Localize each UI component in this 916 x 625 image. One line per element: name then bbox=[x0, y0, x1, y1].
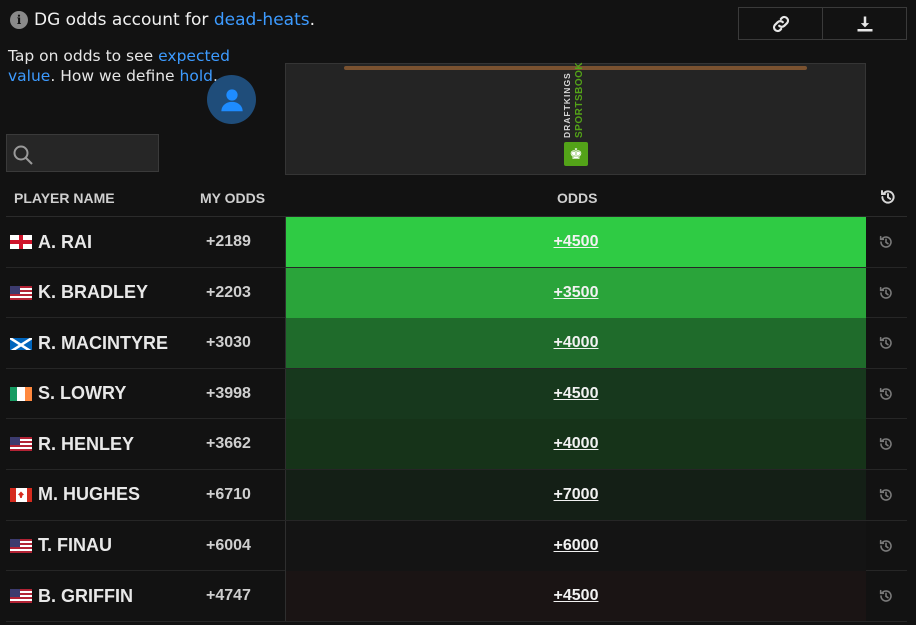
table-row: M. HUGHES +6710 +7000 bbox=[6, 469, 907, 521]
sportsbook-header: DRAFTKINGS SPORTSBOOK ♚ bbox=[285, 62, 866, 175]
odds-cell[interactable]: +4500 bbox=[285, 368, 866, 419]
odds-cell[interactable]: +4500 bbox=[285, 217, 866, 267]
search-icon bbox=[13, 145, 33, 165]
odds-table: A. RAI +2189 +4500 K. BRADLEY +2203 +3500 R. M… bbox=[6, 217, 907, 622]
england-flag-icon bbox=[10, 235, 32, 249]
table-row: B. GRIFFIN +4747 +4500 bbox=[6, 571, 907, 622]
sportsbook-logo-text: DRAFTKINGS SPORTSBOOK bbox=[549, 62, 589, 146]
tap-suffix: . bbox=[212, 67, 218, 85]
my-odds-cell: +4747 bbox=[206, 587, 251, 605]
player-name-cell[interactable]: B. GRIFFIN bbox=[10, 571, 133, 621]
my-odds-cell: +6004 bbox=[206, 536, 251, 554]
dead-heats-link[interactable]: dead-heats bbox=[213, 10, 310, 30]
player-name: K. BRADLEY bbox=[38, 282, 149, 303]
odds-cell[interactable]: +4000 bbox=[285, 419, 866, 470]
odds-link[interactable]: +4500 bbox=[553, 587, 599, 605]
usa-flag-icon bbox=[10, 538, 32, 553]
player-name-cell[interactable]: R. MACINTYRE bbox=[10, 318, 168, 368]
sportsbook-name-top: DRAFTKINGS bbox=[562, 72, 572, 138]
odds-link[interactable]: +3500 bbox=[553, 283, 599, 301]
search-input[interactable] bbox=[41, 141, 153, 165]
player-name: S. LOWRY bbox=[38, 383, 127, 404]
odds-cell[interactable]: +6000 bbox=[285, 520, 866, 571]
search-box[interactable] bbox=[6, 134, 159, 172]
row-history-icon[interactable] bbox=[878, 285, 894, 305]
player-name-cell[interactable]: A. RAI bbox=[10, 217, 92, 267]
table-row: R. HENLEY +3662 +4000 bbox=[6, 419, 907, 470]
tap-mid: . How we define bbox=[50, 67, 180, 85]
my-odds-cell: +2203 bbox=[206, 283, 251, 301]
odds-cell[interactable]: +4500 bbox=[285, 571, 866, 622]
usa-flag-icon bbox=[10, 589, 32, 604]
my-odds-cell: +3662 bbox=[206, 435, 251, 453]
draftkings-logo-icon: ♚ bbox=[564, 142, 588, 166]
player-name-cell[interactable]: K. BRADLEY bbox=[10, 268, 148, 318]
tap-help-text: Tap on odds to see expected value. How w… bbox=[8, 46, 258, 86]
info-prefix: DG odds account for bbox=[34, 10, 209, 30]
player-name-cell[interactable]: R. HENLEY bbox=[10, 419, 134, 469]
my-odds-cell: +3030 bbox=[206, 334, 251, 352]
odds-link[interactable]: +6000 bbox=[553, 536, 599, 554]
row-history-icon[interactable] bbox=[878, 234, 894, 254]
table-row: A. RAI +2189 +4500 bbox=[6, 217, 907, 268]
link-icon bbox=[772, 15, 789, 32]
odds-cell[interactable]: +3500 bbox=[285, 267, 866, 318]
player-name-cell[interactable]: S. LOWRY bbox=[10, 369, 126, 419]
my-odds-cell: +6710 bbox=[206, 485, 251, 503]
ireland-flag-icon bbox=[10, 386, 32, 401]
row-history-icon[interactable] bbox=[878, 588, 894, 608]
user-avatar[interactable] bbox=[207, 75, 256, 124]
usa-flag-icon bbox=[10, 437, 32, 452]
info-line: i DG odds account for dead-heats. bbox=[10, 10, 315, 30]
odds-link[interactable]: +7000 bbox=[553, 485, 599, 503]
row-history-icon[interactable] bbox=[878, 487, 894, 507]
sportsbook-name-bottom: SPORTSBOOK bbox=[574, 62, 585, 138]
download-icon bbox=[857, 16, 872, 31]
info-suffix: . bbox=[309, 10, 316, 30]
player-name-cell[interactable]: T. FINAU bbox=[10, 521, 112, 571]
row-history-icon[interactable] bbox=[878, 335, 894, 355]
odds-link[interactable]: +4500 bbox=[553, 233, 599, 250]
player-name: R. HENLEY bbox=[38, 433, 135, 454]
header-my-odds[interactable]: MY ODDS bbox=[200, 190, 266, 206]
expected-value-link[interactable]: expected value bbox=[8, 47, 230, 85]
table-row: S. LOWRY +3998 +4500 bbox=[6, 368, 907, 420]
canada-flag-icon bbox=[10, 487, 32, 502]
odds-link[interactable]: +4500 bbox=[553, 384, 599, 402]
my-odds-cell: +2189 bbox=[206, 233, 251, 250]
table-row: K. BRADLEY +2203 +3500 bbox=[6, 267, 907, 319]
odds-cell[interactable]: +4000 bbox=[285, 318, 866, 369]
header-player-name[interactable]: PLAYER NAME bbox=[14, 190, 115, 206]
player-name: B. GRIFFIN bbox=[38, 585, 133, 606]
my-odds-cell: +3998 bbox=[206, 384, 251, 402]
player-name: M. HUGHES bbox=[38, 484, 141, 505]
share-toolbar bbox=[738, 7, 907, 40]
download-button[interactable] bbox=[822, 8, 906, 39]
player-name: T. FINAU bbox=[38, 535, 112, 556]
odds-cell[interactable]: +7000 bbox=[285, 469, 866, 520]
player-name: R. MACINTYRE bbox=[38, 332, 168, 353]
scotland-flag-icon bbox=[10, 336, 32, 351]
header-history-icon[interactable] bbox=[879, 188, 897, 209]
tap-prefix: Tap on odds to see bbox=[8, 47, 159, 65]
hold-link[interactable]: hold bbox=[179, 67, 213, 85]
table-row: R. MACINTYRE +3030 +4000 bbox=[6, 318, 907, 369]
row-history-icon[interactable] bbox=[878, 386, 894, 406]
sportsbook-bar bbox=[344, 66, 807, 70]
row-history-icon[interactable] bbox=[878, 436, 894, 456]
usa-flag-icon bbox=[10, 285, 32, 300]
user-icon bbox=[220, 88, 243, 111]
copy-link-button[interactable] bbox=[739, 8, 822, 39]
table-row: T. FINAU +6004 +6000 bbox=[6, 520, 907, 572]
header-odds[interactable]: ODDS bbox=[557, 190, 598, 206]
odds-link[interactable]: +4000 bbox=[553, 435, 599, 453]
table-header: PLAYER NAME MY ODDS ODDS bbox=[6, 180, 907, 217]
row-history-icon[interactable] bbox=[878, 538, 894, 558]
player-name-cell[interactable]: M. HUGHES bbox=[10, 470, 140, 520]
player-name: A. RAI bbox=[38, 231, 92, 252]
info-icon[interactable]: i bbox=[10, 11, 28, 29]
odds-link[interactable]: +4000 bbox=[553, 334, 599, 352]
